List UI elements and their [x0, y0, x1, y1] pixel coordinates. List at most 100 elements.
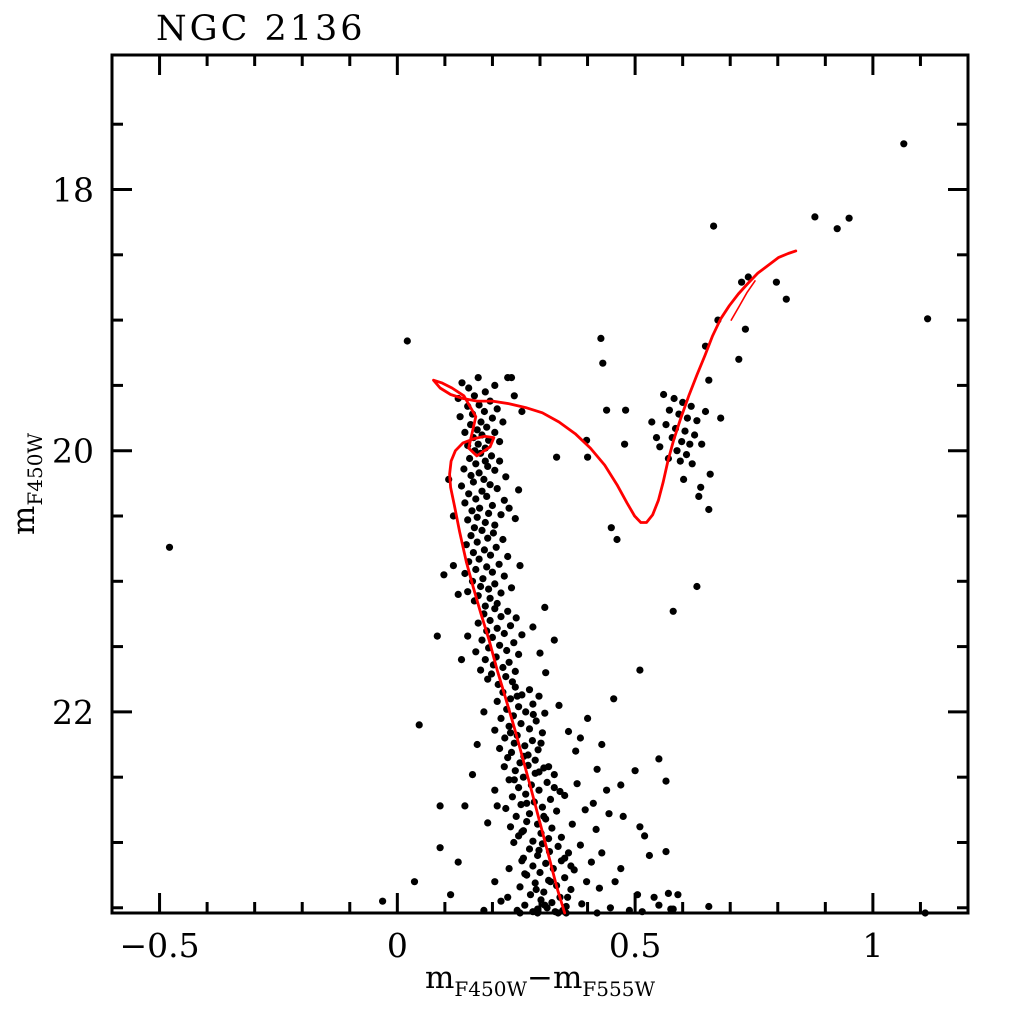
data-point: [493, 802, 501, 810]
data-point: [611, 878, 619, 886]
data-point: [554, 909, 562, 917]
data-point: [486, 481, 494, 489]
data-point: [522, 790, 530, 798]
data-point: [519, 773, 528, 781]
data-point: [486, 551, 495, 559]
data-point: [486, 616, 494, 625]
data-point: [529, 862, 537, 870]
data-point: [698, 440, 706, 448]
data-point: [555, 701, 563, 710]
data-point: [491, 786, 499, 794]
data-point: [535, 846, 543, 854]
data-point: [650, 893, 658, 901]
data-point: [496, 744, 504, 753]
data-point: [536, 868, 544, 877]
data-point: [619, 812, 627, 821]
data-point: [541, 709, 549, 717]
data-point: [900, 140, 908, 148]
data-point: [561, 874, 569, 882]
data-point: [484, 462, 492, 470]
data-point: [454, 590, 462, 599]
data-point: [505, 658, 513, 666]
data-point: [529, 700, 537, 708]
data-point: [472, 648, 480, 656]
data-point: [811, 213, 819, 221]
data-point: [483, 423, 491, 431]
data-point: [678, 438, 686, 446]
data-point: [833, 225, 841, 233]
data-point: [505, 776, 513, 784]
data-point: [599, 359, 607, 367]
data-point: [556, 787, 564, 796]
data-point: [705, 902, 713, 911]
data-point: [510, 739, 518, 747]
data-point: [622, 406, 630, 414]
data-point: [493, 405, 501, 413]
data-point: [515, 703, 523, 711]
data-point: [478, 487, 486, 495]
data-point: [495, 560, 503, 568]
data-point: [645, 851, 654, 860]
data-point: [529, 710, 537, 719]
data-point: [475, 555, 483, 563]
data-point: [496, 457, 504, 465]
data-point: [518, 407, 526, 416]
data-point: [515, 486, 523, 494]
data-point: [545, 835, 553, 843]
data-point: [485, 509, 493, 517]
data-point: [535, 768, 543, 776]
data-point: [572, 747, 580, 755]
data-point: [415, 721, 423, 729]
data-point: [587, 858, 596, 866]
data-point: [467, 532, 475, 540]
data-point: [516, 759, 524, 767]
data-point: [636, 666, 644, 674]
data-point: [593, 909, 601, 917]
data-point: [473, 513, 481, 521]
data-point: [688, 460, 696, 468]
data-point: [503, 646, 511, 655]
data-point: [537, 896, 545, 904]
data-point: [511, 767, 519, 775]
data-point: [583, 878, 591, 886]
data-point: [564, 727, 573, 736]
data-point: [464, 588, 472, 596]
data-point: [534, 909, 542, 917]
data-point: [593, 765, 601, 773]
data-point: [499, 535, 507, 544]
data-point: [496, 438, 504, 446]
data-point: [461, 428, 469, 436]
data-point: [433, 632, 441, 640]
data-point: [488, 568, 496, 576]
data-point: [410, 878, 419, 886]
data-point: [477, 582, 485, 591]
data-point: [686, 440, 694, 448]
data-point: [491, 428, 499, 436]
data-point: [706, 470, 714, 478]
data-point: [475, 401, 483, 409]
data-point: [518, 631, 526, 639]
data-point: [625, 906, 634, 915]
data-point: [502, 804, 510, 813]
data-point: [493, 624, 501, 632]
data-point: [531, 879, 539, 887]
data-point: [506, 823, 515, 831]
data-point: [561, 854, 569, 862]
x-tick-label: −0.5: [119, 926, 199, 965]
data-point: [538, 729, 547, 737]
data-point: [605, 810, 613, 818]
data-point: [504, 893, 512, 901]
data-point: [473, 426, 481, 434]
data-point: [502, 473, 510, 481]
data-point: [474, 619, 482, 627]
data-point: [529, 623, 537, 631]
data-point: [655, 755, 663, 763]
data-point: [633, 891, 642, 899]
data-point: [735, 355, 743, 363]
data-point: [526, 891, 535, 899]
data-point: [554, 842, 562, 851]
data-point: [491, 381, 499, 389]
data-point: [669, 607, 677, 615]
data-point: [738, 278, 746, 286]
data-point: [680, 475, 688, 483]
